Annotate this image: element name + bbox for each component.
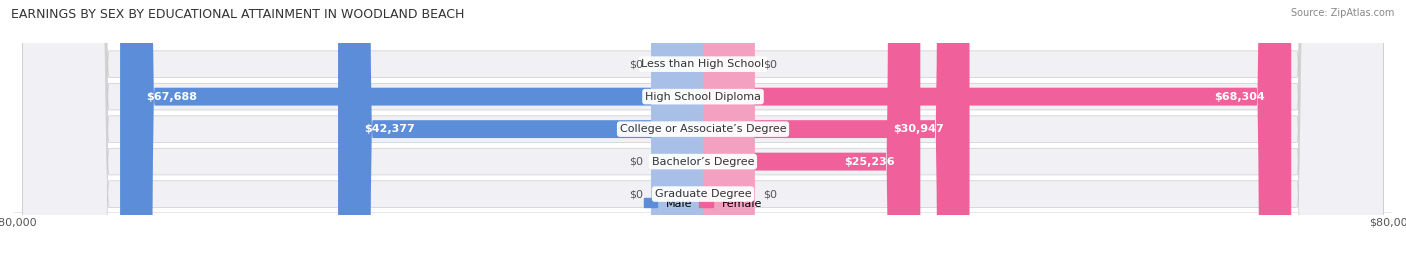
Text: High School Diploma: High School Diploma xyxy=(645,92,761,102)
Text: Bachelor’s Degree: Bachelor’s Degree xyxy=(652,157,754,167)
Text: Source: ZipAtlas.com: Source: ZipAtlas.com xyxy=(1291,8,1395,18)
FancyBboxPatch shape xyxy=(703,0,755,269)
Text: $30,947: $30,947 xyxy=(893,124,943,134)
FancyBboxPatch shape xyxy=(22,0,1384,269)
FancyBboxPatch shape xyxy=(703,0,1291,269)
Text: $25,236: $25,236 xyxy=(844,157,894,167)
FancyBboxPatch shape xyxy=(337,0,703,269)
FancyBboxPatch shape xyxy=(22,0,1384,269)
FancyBboxPatch shape xyxy=(651,0,703,269)
Text: $67,688: $67,688 xyxy=(146,92,197,102)
Text: $0: $0 xyxy=(628,189,643,199)
FancyBboxPatch shape xyxy=(22,0,1384,269)
FancyBboxPatch shape xyxy=(120,0,703,269)
FancyBboxPatch shape xyxy=(22,0,1384,269)
Text: College or Associate’s Degree: College or Associate’s Degree xyxy=(620,124,786,134)
Text: Less than High School: Less than High School xyxy=(641,59,765,69)
FancyBboxPatch shape xyxy=(703,0,755,269)
Text: EARNINGS BY SEX BY EDUCATIONAL ATTAINMENT IN WOODLAND BEACH: EARNINGS BY SEX BY EDUCATIONAL ATTAINMEN… xyxy=(11,8,464,21)
Text: $68,304: $68,304 xyxy=(1215,92,1265,102)
FancyBboxPatch shape xyxy=(651,0,703,269)
Text: $0: $0 xyxy=(763,59,778,69)
FancyBboxPatch shape xyxy=(703,0,970,269)
Text: $0: $0 xyxy=(763,189,778,199)
Text: $42,377: $42,377 xyxy=(364,124,415,134)
FancyBboxPatch shape xyxy=(651,0,703,269)
Text: $0: $0 xyxy=(628,157,643,167)
Text: Graduate Degree: Graduate Degree xyxy=(655,189,751,199)
Text: $0: $0 xyxy=(628,59,643,69)
FancyBboxPatch shape xyxy=(22,0,1384,269)
FancyBboxPatch shape xyxy=(703,0,921,269)
Legend: Male, Female: Male, Female xyxy=(640,194,766,213)
